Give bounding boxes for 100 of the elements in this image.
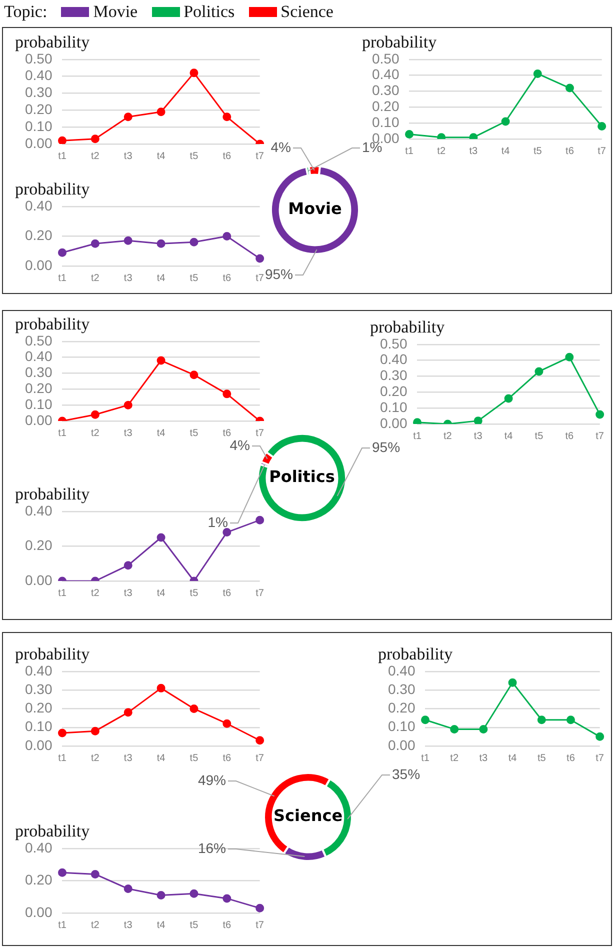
- y-tick-label: 0.00: [25, 256, 52, 273]
- x-tick-label: t7: [596, 752, 604, 764]
- x-tick-label: t2: [91, 920, 100, 931]
- legend-label: Science: [280, 2, 334, 22]
- x-tick-label: t2: [444, 430, 452, 442]
- x-tick-label: t1: [405, 146, 414, 157]
- y-tick-label: 0.00: [25, 572, 52, 588]
- y-tick-label: 0.10: [388, 718, 416, 734]
- y-tick-label: 0.50: [25, 50, 52, 66]
- x-tick-label: t7: [256, 752, 264, 764]
- x-tick-label: t3: [124, 920, 133, 931]
- x-tick-label: t1: [421, 752, 430, 764]
- y-tick-label: 0.40: [25, 662, 52, 678]
- x-tick-label: t5: [190, 272, 199, 284]
- y-axis-title: probability: [15, 32, 90, 52]
- y-tick-label: 0.10: [372, 114, 400, 130]
- x-tick-label: t6: [566, 146, 574, 157]
- x-tick-label: t5: [534, 430, 544, 442]
- y-tick-label: 0.30: [25, 680, 52, 697]
- x-tick-label: t3: [479, 752, 488, 764]
- x-tick-label: t1: [58, 150, 67, 162]
- x-tick-label: t3: [124, 428, 133, 439]
- text: Movie: [288, 199, 342, 218]
- y-tick-label: 0.00: [25, 134, 52, 151]
- y-axis-title: probability: [15, 180, 90, 199]
- x-tick-label: t6: [222, 272, 232, 284]
- x-tick-label: t1: [58, 428, 67, 439]
- x-tick-label: t4: [156, 920, 166, 931]
- x-tick-label: t5: [190, 428, 199, 439]
- x-tick-label: t4: [156, 272, 166, 284]
- y-tick-label: 0.40: [25, 502, 52, 518]
- y-tick-label: 0.10: [380, 398, 408, 415]
- data-label: 95%: [264, 266, 293, 282]
- text: Science: [273, 806, 343, 826]
- x-tick-label: t2: [91, 150, 100, 162]
- y-tick-label: 0.20: [380, 383, 408, 400]
- x-tick-label: t6: [222, 428, 232, 439]
- x-tick-label: t4: [504, 430, 514, 442]
- x-tick-label: t7: [256, 150, 264, 162]
- x-tick-label: t1: [58, 588, 67, 599]
- x-tick-label: t7: [256, 272, 264, 284]
- y-tick-label: 0.20: [372, 98, 400, 114]
- x-tick-label: t6: [566, 752, 576, 764]
- y-tick-label: 0.20: [25, 227, 52, 244]
- legend-title: Topic:: [4, 2, 48, 22]
- y-tick-label: 0.20: [25, 700, 52, 716]
- x-tick-label: t6: [565, 430, 574, 442]
- x-tick-label: t1: [58, 272, 67, 284]
- y-tick-label: 0.50: [25, 332, 52, 348]
- y-tick-label: 0.40: [25, 839, 52, 856]
- x-tick-label: t4: [156, 752, 166, 764]
- x-tick-label: t3: [124, 272, 133, 284]
- y-tick-label: 0.30: [388, 680, 416, 697]
- x-tick-label: t6: [222, 150, 232, 162]
- x-tick-label: t4: [156, 428, 166, 439]
- legend-label: Politics: [184, 2, 235, 22]
- x-tick-label: t3: [124, 752, 133, 764]
- y-tick-label: 0.10: [25, 718, 52, 734]
- y-axis-title: probability: [15, 314, 90, 334]
- x-tick-label: t2: [91, 428, 100, 439]
- y-tick-label: 0.30: [380, 367, 408, 384]
- x-tick-label: t6: [222, 588, 232, 599]
- x-tick-label: t7: [256, 588, 264, 599]
- x-tick-label: t7: [596, 430, 604, 442]
- y-tick-label: 0.00: [388, 736, 416, 753]
- y-axis-title: probability: [15, 644, 90, 664]
- data-label: 95%: [372, 438, 400, 455]
- y-tick-label: 0.10: [25, 396, 52, 412]
- y-tick-label: 0.20: [388, 700, 416, 716]
- x-tick-label: t3: [469, 146, 478, 157]
- x-tick-label: t3: [124, 150, 133, 162]
- x-tick-label: t6: [222, 920, 232, 931]
- y-tick-label: 0.00: [380, 414, 408, 431]
- y-tick-label: 0.00: [25, 904, 52, 920]
- x-tick-label: t3: [474, 430, 483, 442]
- x-tick-label: t5: [537, 752, 546, 764]
- x-tick-label: t4: [508, 752, 518, 764]
- x-tick-label: t5: [190, 752, 199, 764]
- x-tick-label: t7: [598, 146, 606, 157]
- data-label: 49%: [198, 772, 226, 788]
- x-tick-label: t2: [91, 272, 100, 284]
- y-tick-label: 0.20: [25, 380, 52, 396]
- x-tick-label: t7: [256, 428, 264, 439]
- y-tick-label: 0.00: [25, 736, 52, 753]
- y-axis-title: probability: [15, 484, 90, 504]
- x-tick-label: t5: [190, 588, 199, 599]
- y-tick-label: 0.20: [25, 872, 52, 888]
- y-tick-label: 0.30: [25, 364, 52, 380]
- y-tick-label: 0.00: [25, 412, 52, 428]
- x-tick-label: t2: [91, 752, 100, 764]
- x-tick-label: t3: [124, 588, 133, 599]
- x-tick-label: t2: [437, 146, 446, 157]
- x-tick-label: t2: [91, 588, 100, 599]
- y-tick-label: 0.40: [25, 67, 52, 84]
- x-tick-label: t4: [501, 146, 510, 157]
- y-tick-label: 0.40: [388, 662, 416, 678]
- y-tick-label: 0.40: [25, 197, 52, 214]
- x-tick-label: t6: [222, 752, 232, 764]
- data-label: 4%: [270, 138, 291, 155]
- text: Politics: [269, 467, 335, 486]
